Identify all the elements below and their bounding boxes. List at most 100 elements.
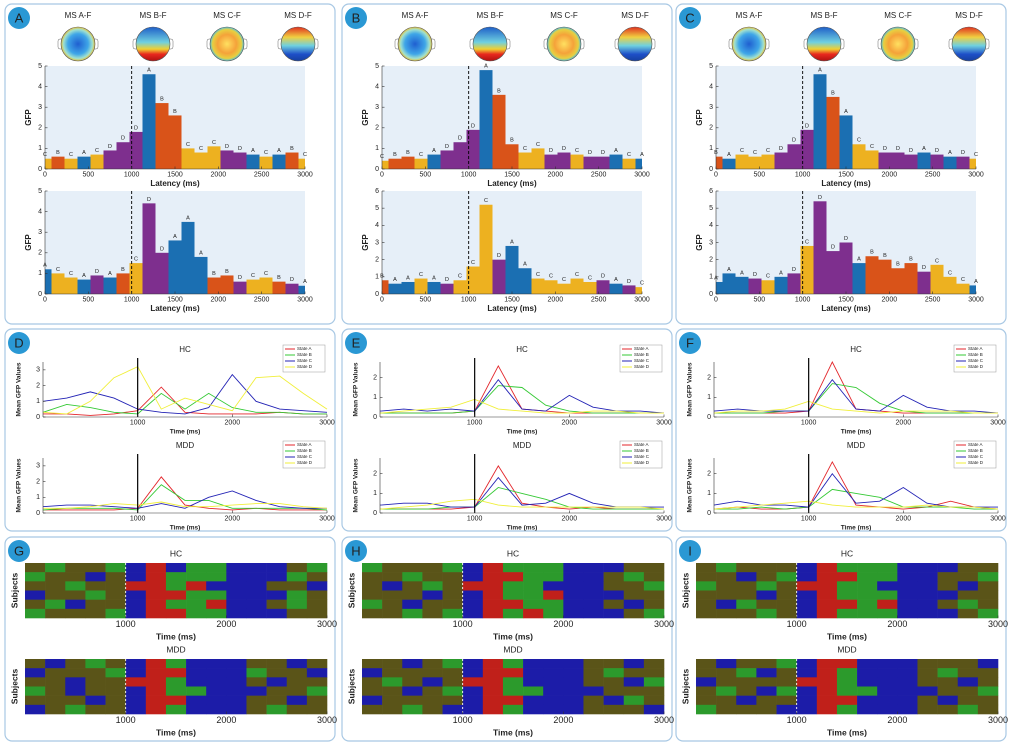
- x-tick-label: 3000: [654, 715, 674, 725]
- series-line: [42, 373, 328, 415]
- gfp-bar: [774, 276, 788, 294]
- gfp-bar: [787, 144, 801, 169]
- heat-cell: [523, 608, 544, 619]
- gfp-bar: [181, 221, 195, 294]
- y-tick-label: 5: [38, 63, 42, 70]
- topomap-label: MS B-F: [476, 11, 503, 20]
- x-tick-label: 3000: [654, 619, 674, 629]
- series-line: [379, 498, 665, 510]
- x-tick-label: 2000: [225, 419, 241, 426]
- heat-cell: [523, 704, 544, 715]
- heat-cell: [937, 695, 959, 706]
- heat-cell: [756, 572, 777, 582]
- topomap-label: MS D-F: [284, 11, 312, 20]
- heat-cell: [816, 686, 838, 696]
- heat-cell: [125, 704, 147, 715]
- heat-cell: [422, 581, 443, 591]
- heat-cell: [306, 668, 328, 678]
- heat-cell: [857, 590, 878, 600]
- topomap-label: MS A-F: [65, 11, 92, 20]
- heat-cell: [877, 572, 898, 582]
- y-tick-label: 0: [36, 414, 40, 421]
- state-label: C: [766, 274, 770, 280]
- heat-cell: [65, 590, 86, 600]
- state-label: D: [831, 245, 835, 251]
- heat-cell: [543, 563, 564, 573]
- heat-cell: [186, 686, 207, 696]
- heat-cell: [756, 695, 777, 706]
- heat-cell: [422, 572, 443, 582]
- gfp-bar: [233, 281, 247, 294]
- heat-cell: [816, 659, 838, 669]
- heat-cell: [603, 563, 625, 573]
- y-axis-label: Mean GFP Values: [687, 458, 694, 512]
- state-label: A: [432, 275, 436, 281]
- x-axis-label: Time (ms): [507, 525, 538, 532]
- heat-cell: [816, 704, 838, 715]
- state-label: D: [935, 148, 939, 154]
- heat-cell: [776, 686, 797, 696]
- state-label: C: [640, 281, 644, 287]
- state-label: D: [290, 277, 294, 283]
- state-label: D: [95, 269, 99, 275]
- legend-label: State A: [297, 442, 312, 447]
- heat-cell: [482, 704, 504, 715]
- state-label: A: [82, 273, 86, 279]
- heat-cell: [603, 608, 625, 619]
- heat-cell: [402, 659, 423, 669]
- gfp-bar: [852, 263, 866, 294]
- x-axis-label: Time (ms): [841, 429, 872, 436]
- state-label: D: [445, 144, 449, 150]
- heat-cell: [266, 695, 288, 706]
- legend-label: State A: [297, 346, 312, 351]
- heat-cell: [583, 686, 604, 696]
- heat-cell: [105, 599, 126, 610]
- heat-cell: [246, 572, 267, 582]
- heat-cell: [402, 590, 423, 600]
- x-axis-label: Latency (ms): [150, 179, 200, 188]
- heat-cell: [603, 659, 625, 669]
- heat-cell: [286, 572, 308, 582]
- heat-cell: [957, 659, 979, 669]
- heat-cell: [937, 677, 959, 687]
- gfp-bar: [155, 252, 169, 294]
- topomap: [951, 26, 987, 62]
- state-label: D: [238, 146, 242, 152]
- state-label: B: [290, 146, 294, 152]
- heat-cell: [482, 695, 504, 706]
- heat-cell: [45, 677, 66, 687]
- heat-cell: [603, 695, 625, 706]
- heat-cell: [796, 695, 818, 706]
- legend-label: State C: [968, 358, 984, 363]
- heat-cell: [65, 563, 86, 573]
- heat-cell: [523, 695, 544, 706]
- gfp-bar: [609, 154, 623, 169]
- gfp-bar: [259, 156, 273, 169]
- gfp-bar: [272, 154, 286, 169]
- y-axis-label: Mean GFP Values: [353, 362, 360, 416]
- gfp-bar: [716, 156, 723, 169]
- series-line: [42, 366, 328, 415]
- heat-cell: [226, 686, 247, 696]
- gfp-bar: [220, 275, 234, 294]
- heat-cell: [45, 572, 66, 582]
- y-tick-label: 3: [36, 463, 40, 470]
- heat-cell: [776, 599, 797, 610]
- heat-cell: [897, 668, 918, 678]
- state-label: B: [393, 152, 397, 158]
- chart-title: MDD: [513, 441, 531, 450]
- heat-cell: [65, 668, 86, 678]
- heat-cell: [643, 563, 665, 573]
- heat-cell: [523, 599, 544, 610]
- heat-cell: [977, 572, 999, 582]
- x-tick-label: 2000: [211, 296, 227, 303]
- heat-cell: [603, 599, 625, 610]
- heat-cell: [422, 659, 443, 669]
- gfp-bar: [45, 158, 52, 169]
- heat-cell: [736, 659, 757, 669]
- y-tick-label: 3: [709, 239, 713, 246]
- heat-cell: [125, 563, 147, 573]
- x-tick-label: 2500: [591, 171, 607, 178]
- chart-title: HC: [516, 345, 528, 354]
- x-tick-label: 2000: [562, 419, 578, 426]
